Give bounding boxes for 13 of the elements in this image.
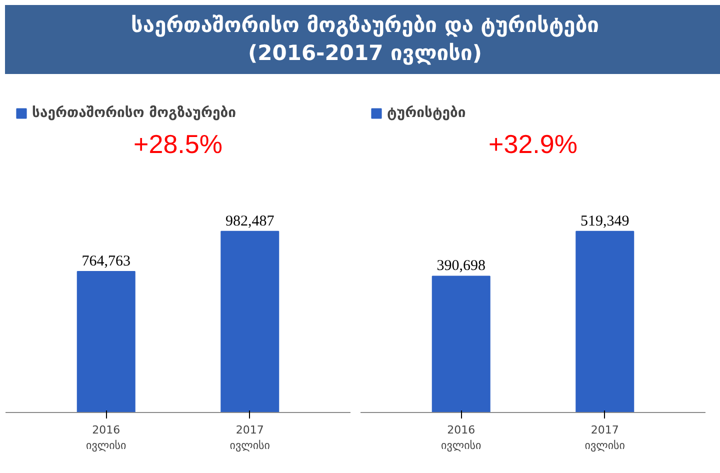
- x-tick-label: 2017 ივლისი: [230, 424, 270, 452]
- data-label: 982,487: [226, 213, 275, 230]
- data-label: 519,349: [580, 213, 630, 230]
- data-label: 390,698: [436, 258, 486, 274]
- x-tick-label: 2016 ივლისი: [441, 424, 482, 452]
- text: +28.5%: [134, 128, 222, 159]
- text: +32.9%: [488, 128, 578, 159]
- x-tick-label: 2016 ივლისი: [86, 424, 127, 452]
- data-label: 764,763: [82, 254, 130, 270]
- chart-title: საერთაშორისო მოგზაურები და ტურისტები (2016-2017 ივლისი): [5, 5, 720, 74]
- x-tick-label: 2017 ივლისი: [584, 424, 626, 452]
- legend-label: საერთაშორისო მოგზაურები: [32, 105, 236, 121]
- legend-label: ტურისტები: [387, 105, 466, 121]
